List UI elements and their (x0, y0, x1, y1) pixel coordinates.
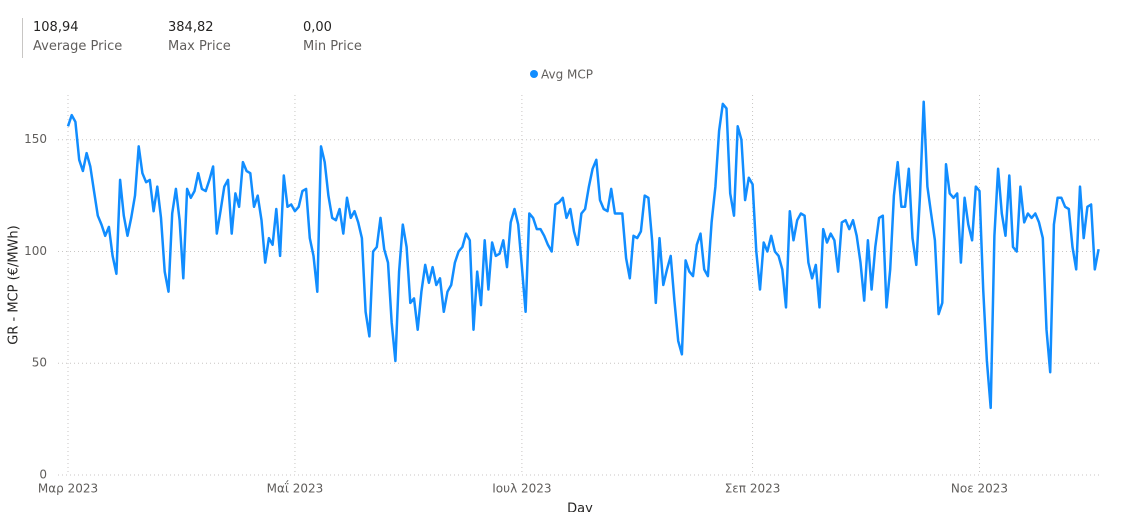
y-tick-label: 100 (24, 244, 47, 258)
x-tick-label: Νοε 2023 (951, 482, 1008, 496)
x-tick-label: Ιουλ 2023 (492, 482, 551, 496)
x-tick-label: Μαρ 2023 (38, 482, 98, 496)
x-tick-label: Σεπ 2023 (725, 482, 781, 496)
kpi-label: Average Price (33, 39, 123, 54)
y-tick-label: 0 (39, 468, 47, 482)
kpi-card: 0,00 Min Price (303, 19, 362, 57)
y-tick-label: 50 (32, 356, 47, 370)
legend-marker (530, 70, 538, 78)
legend-label: Avg MCP (541, 68, 593, 82)
kpi-value: 384,82 (168, 20, 214, 35)
kpi-label: Min Price (303, 39, 362, 54)
y-tick-label: 150 (24, 132, 47, 146)
x-axis-label: Day (567, 502, 593, 512)
kpi-card: 384,82 Max Price (168, 19, 231, 57)
card-divider (22, 18, 23, 58)
y-axis-label: GR - MCP (€/MWh) (7, 225, 22, 344)
kpi-value: 108,94 (33, 20, 79, 35)
line (66, 100, 1100, 410)
kpi-card: 108,94 Average Price (33, 19, 122, 57)
kpi-label: Max Price (168, 39, 231, 54)
x-tick-label: Μαΐ 2023 (267, 481, 324, 496)
kpi-value: 0,00 (303, 20, 332, 35)
